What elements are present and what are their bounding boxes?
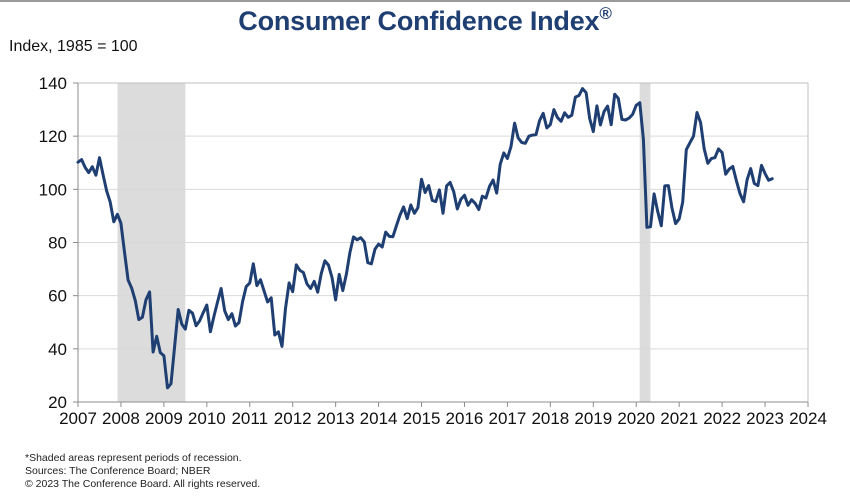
y-tick-label-100: 100 bbox=[39, 180, 67, 199]
y-tick-label-80: 80 bbox=[48, 234, 67, 253]
x-tick-label-2020: 2020 bbox=[617, 409, 655, 428]
x-tick-label-2013: 2013 bbox=[317, 409, 355, 428]
y-axis-label: Index, 1985 = 100 bbox=[9, 38, 138, 55]
footnote-sources: Sources: The Conference Board; NBER bbox=[25, 465, 211, 477]
footnote-copyright: © 2023 The Conference Board. All rights … bbox=[25, 478, 261, 490]
series-line-1 bbox=[76, 87, 774, 390]
x-tick-label-2017: 2017 bbox=[488, 409, 526, 428]
x-tick-label-2019: 2019 bbox=[574, 409, 612, 428]
y-tick-label-60: 60 bbox=[48, 287, 67, 306]
x-tick-label-2008: 2008 bbox=[102, 409, 140, 428]
x-tick-label-2022: 2022 bbox=[703, 409, 741, 428]
footer: *Shaded areas represent periods of reces… bbox=[25, 452, 260, 491]
x-tick-label-2011: 2011 bbox=[231, 409, 268, 428]
x-tick-label-2012: 2012 bbox=[274, 409, 312, 428]
x-tick-label-2007: 2007 bbox=[59, 409, 97, 428]
x-tick-label-2009: 2009 bbox=[145, 409, 183, 428]
axes bbox=[73, 82, 809, 407]
x-tick-label-2021: 2021 bbox=[660, 409, 698, 428]
x-tick-label-2023: 2023 bbox=[746, 409, 784, 428]
x-tick-label-2010: 2010 bbox=[188, 409, 226, 428]
top-border bbox=[0, 0, 850, 2]
registered-mark: ® bbox=[599, 4, 612, 23]
series-lines bbox=[76, 87, 774, 390]
x-tick-label-2014: 2014 bbox=[360, 409, 398, 428]
x-tick-label-2016: 2016 bbox=[446, 409, 484, 428]
y-tick-label-140: 140 bbox=[39, 74, 67, 93]
x-tick-labels: 2007 2008 2009 2010 2011 2012 2013 2014 2015 2016… bbox=[59, 409, 827, 428]
y-tick-labels: 20 40 60 80 100 120 140 bbox=[39, 74, 67, 412]
x-tick-label-2015: 2015 bbox=[403, 409, 441, 428]
chart-title: Consumer Confidence Index® bbox=[0, 4, 850, 37]
chart-title-text: Consumer Confidence Index bbox=[238, 6, 600, 36]
x-tick-label-2024: 2024 bbox=[789, 409, 827, 428]
y-tick-label-40: 40 bbox=[48, 340, 67, 359]
gridlines bbox=[78, 135, 808, 350]
y-tick-label-20: 20 bbox=[48, 393, 67, 412]
x-tick-label-2018: 2018 bbox=[531, 409, 569, 428]
footnote-recession: *Shaded areas represent periods of reces… bbox=[25, 452, 242, 464]
y-tick-label-120: 120 bbox=[39, 127, 67, 146]
